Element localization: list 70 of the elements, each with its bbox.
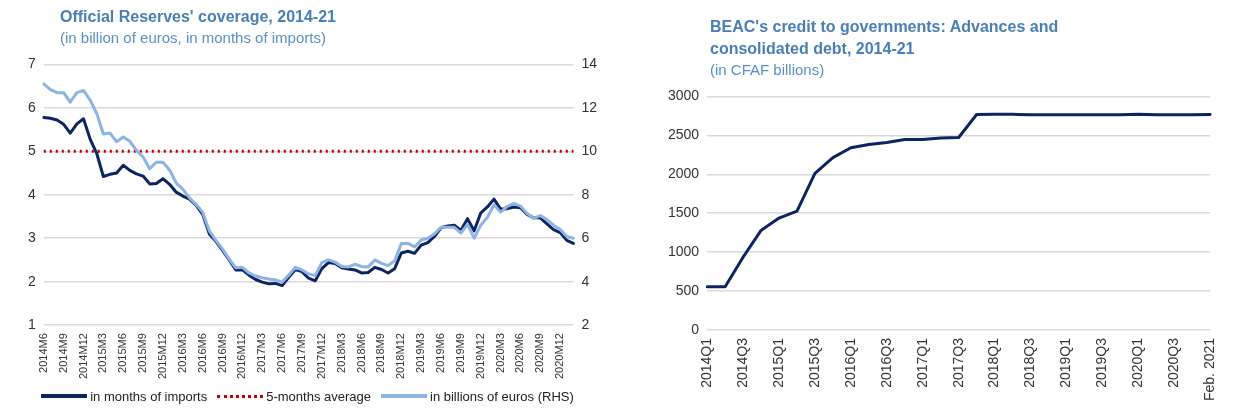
y-tick-label: 1500 [667, 204, 700, 221]
x-tick-label: 2019M9 [453, 333, 466, 373]
x-tick-label: 2016M9 [215, 333, 228, 373]
x-tick-label: 2018M3 [334, 333, 347, 373]
x-tick-label: 2016Q1 [841, 337, 858, 388]
y-tick-label: 5 [27, 142, 36, 159]
x-tick-label: 2018Q3 [1021, 337, 1038, 388]
x-tick-label: 2015M6 [116, 333, 129, 373]
legend-label: in billions of euros (RHS) [430, 388, 574, 404]
y2-tick-label: 10 [581, 142, 598, 159]
x-tick-label: 2017M9 [295, 333, 308, 373]
y2-tick-label: 4 [581, 272, 590, 289]
x-tick-label: 2019M3 [414, 333, 427, 373]
y2-tick-label: 8 [581, 185, 590, 202]
x-tick-label: 2015M9 [136, 333, 149, 373]
x-tick-label: 2020M6 [513, 333, 526, 373]
x-tick-label: 2014Q1 [698, 337, 714, 388]
x-tick-label: 2020M12 [553, 333, 566, 380]
x-tick-label: 2016Q3 [877, 337, 894, 388]
chart-subtitle: (in CFAF billions) [710, 60, 826, 80]
x-tick-label: 2018M6 [354, 333, 367, 373]
y-tick-label: 1 [27, 315, 36, 332]
y-tick-label: 2500 [667, 126, 700, 143]
y-tick-label: 7 [27, 55, 36, 72]
x-tick-label: Feb. 2021 [1201, 337, 1218, 402]
y2-tick-label: 12 [581, 98, 598, 115]
x-tick-label: 2016M6 [195, 333, 208, 373]
x-tick-label: 2019Q3 [1093, 337, 1110, 388]
x-tick-label: 2020M9 [533, 333, 546, 373]
x-tick-label: 2017Q3 [949, 337, 966, 388]
x-tick-label: 2015Q3 [805, 337, 822, 388]
y-tick-label: 500 [675, 281, 700, 298]
x-tick-label: 2014M12 [76, 333, 89, 380]
x-tick-label: 2019M6 [434, 333, 447, 373]
x-tick-label: 2014M9 [56, 333, 69, 373]
x-tick-label: 2015Q1 [769, 337, 786, 388]
y-tick-label: 3 [27, 229, 36, 246]
x-tick-label: 2019M12 [473, 333, 486, 380]
x-tick-label: 2017Q1 [913, 337, 930, 388]
x-tick-label: 2016M12 [235, 333, 248, 380]
chart-title: Official Reserves' coverage, 2014-21 [60, 7, 337, 27]
y-tick-label: 6 [27, 98, 36, 115]
x-tick-label: 2018Q1 [985, 337, 1002, 388]
y2-tick-label: 6 [581, 229, 590, 246]
x-tick-label: 2015M12 [155, 333, 168, 380]
y-tick-label: 1000 [667, 242, 700, 259]
legend-label: in months of imports [90, 388, 208, 404]
x-tick-label: 2017M12 [314, 333, 327, 380]
x-tick-label: 2014Q3 [733, 337, 750, 388]
x-tick-label: 2016M3 [175, 333, 188, 373]
x-tick-label: 2020Q3 [1165, 337, 1182, 388]
x-tick-label: 2018M9 [374, 333, 387, 373]
legend-label: 5-months average [266, 388, 372, 404]
x-tick-label: 2018M12 [394, 333, 407, 380]
y-tick-label: 2000 [667, 165, 700, 182]
x-tick-label: 2015M3 [96, 333, 109, 373]
x-tick-label: 2017M3 [255, 333, 268, 373]
x-tick-label: 2014M6 [36, 333, 49, 373]
y2-tick-label: 14 [581, 55, 598, 72]
chart-title: BEAC's credit to governments: Advances and consolidated debt, 2014-21 [710, 17, 1060, 59]
x-tick-label: 2020Q1 [1129, 337, 1146, 388]
y2-tick-label: 2 [581, 315, 590, 332]
x-tick-label: 2017M6 [275, 333, 288, 373]
x-tick-label: 2020M3 [493, 333, 506, 373]
y-tick-label: 0 [691, 320, 700, 337]
x-tick-label: 2019Q1 [1057, 337, 1074, 388]
y-tick-label: 2 [27, 272, 36, 289]
y-tick-label: 4 [27, 185, 36, 202]
chart-subtitle: (in billion of euros, in months of imports) [60, 28, 327, 48]
y-tick-label: 3000 [667, 87, 700, 104]
